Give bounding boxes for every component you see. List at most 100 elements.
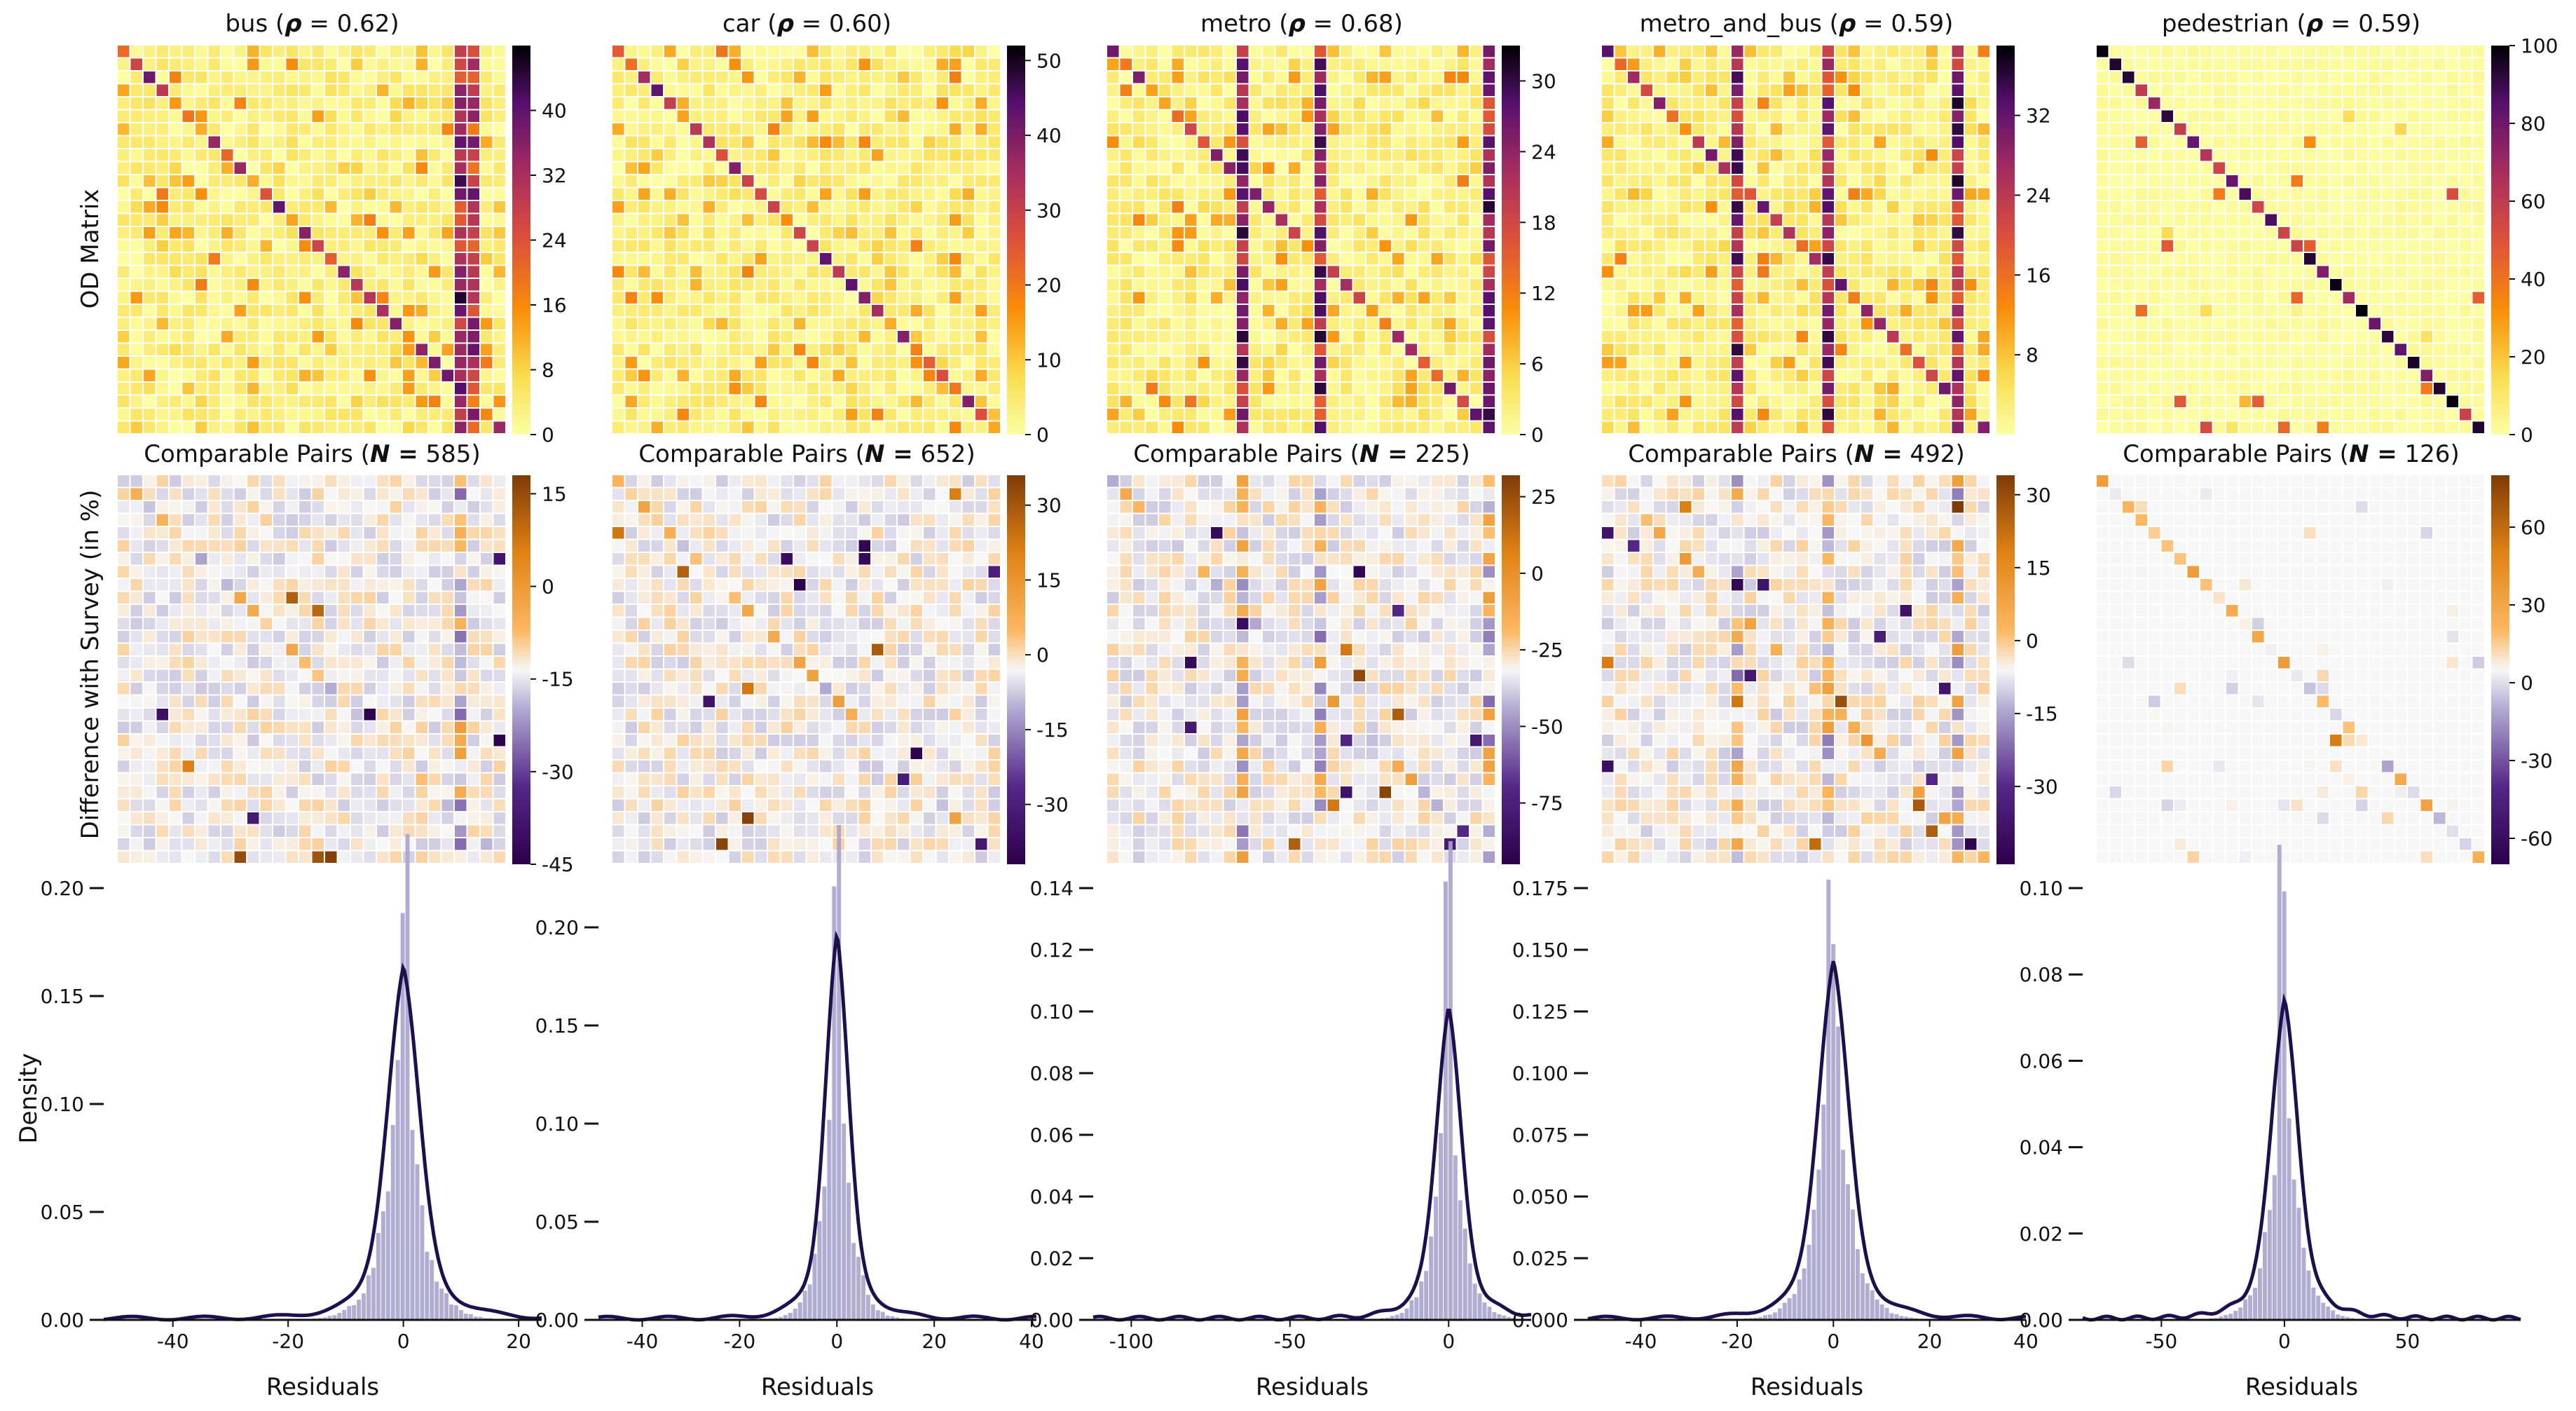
od-cell	[1224, 97, 1235, 109]
diff-cell	[493, 812, 505, 824]
diff-cell	[1224, 527, 1235, 539]
od-cell	[807, 369, 818, 381]
diff-cell	[1470, 501, 1482, 513]
diff-cell	[794, 747, 806, 759]
diff-cell	[625, 527, 637, 539]
diff-cell	[638, 657, 650, 669]
od-cell	[950, 46, 961, 57]
diff-colorbar-label: -30	[1036, 793, 1069, 817]
diff-cell	[481, 501, 493, 513]
od-cell	[481, 240, 493, 252]
od-cell	[1327, 292, 1339, 304]
od-cell	[481, 136, 493, 148]
od-cell	[612, 318, 624, 329]
od-cell	[664, 279, 676, 291]
od-cell	[1301, 240, 1313, 252]
od-cell	[651, 214, 663, 226]
od-cell	[1224, 123, 1235, 135]
od-cell	[403, 175, 415, 187]
diff-cell	[677, 812, 689, 824]
od-cell	[703, 84, 715, 96]
diff-cell	[1418, 488, 1430, 500]
diff-cell	[130, 709, 142, 721]
od-cell	[1133, 136, 1145, 148]
od-cell	[1198, 175, 1210, 187]
diff-cell	[768, 786, 780, 798]
od-cell	[156, 279, 168, 291]
od-cell	[924, 266, 936, 278]
od-cell	[846, 253, 858, 265]
od-cell	[742, 383, 754, 395]
diff-cell	[481, 475, 493, 487]
od-cell	[1198, 123, 1210, 135]
od-cell	[833, 357, 844, 369]
od-cell	[1366, 395, 1378, 407]
diff-cell	[170, 761, 181, 772]
diff-cell	[364, 527, 376, 539]
od-cell	[130, 421, 142, 433]
od-cell	[260, 369, 272, 381]
diff-cell	[455, 643, 467, 655]
od-cell	[130, 84, 142, 96]
od-cell	[988, 58, 1000, 70]
diff-cell	[1249, 501, 1261, 513]
diff-cell	[312, 721, 324, 733]
diff-cell	[338, 761, 350, 772]
diff-cell	[1107, 514, 1119, 526]
diff-cell	[416, 514, 427, 526]
diff-cell	[1159, 540, 1171, 552]
diff-cell	[651, 669, 663, 681]
diff-cell	[351, 618, 363, 629]
diff-cell	[208, 501, 220, 513]
diff-cell	[1341, 553, 1352, 565]
diff-cell	[182, 566, 194, 578]
diff-cell	[351, 605, 363, 617]
diff-cell	[118, 695, 130, 707]
diff-cell	[299, 721, 311, 733]
histogram-bar	[410, 1130, 415, 1320]
od-cell	[196, 409, 207, 421]
od-cell	[1159, 266, 1171, 278]
diff-cell	[234, 709, 246, 721]
od-cell	[1224, 395, 1235, 407]
od-cell	[884, 71, 896, 83]
diff-cell	[910, 747, 922, 759]
od-cell	[325, 97, 337, 109]
od-cell	[975, 421, 987, 433]
diff-cell	[846, 475, 858, 487]
diff-cell	[794, 669, 806, 681]
diff-cell	[664, 566, 676, 578]
od-cell	[390, 201, 402, 213]
diff-cell	[338, 514, 350, 526]
od-cell	[286, 357, 298, 369]
diff-cell	[898, 709, 910, 721]
diff-cell	[493, 709, 505, 721]
od-cell	[403, 253, 415, 265]
kde-line	[598, 930, 1036, 1322]
od-cell	[493, 395, 505, 407]
od-cell	[988, 149, 1000, 161]
od-cell	[872, 214, 884, 226]
od-cell	[299, 97, 311, 109]
diff-cell	[936, 799, 948, 811]
od-cell	[208, 253, 220, 265]
od-cell	[755, 357, 767, 369]
od-cell	[1275, 149, 1287, 161]
diff-cell	[260, 488, 272, 500]
diff-cell	[182, 527, 194, 539]
diff-cell	[794, 683, 806, 695]
diff-cell	[273, 825, 285, 837]
od-cell	[481, 123, 493, 135]
od-cell	[299, 240, 311, 252]
diff-cell	[716, 669, 728, 681]
diff-cell	[781, 695, 793, 707]
od-cell	[872, 383, 884, 395]
od-cell	[898, 175, 910, 187]
diff-cell	[1405, 475, 1417, 487]
od-cell	[1237, 343, 1249, 355]
od-cell	[924, 279, 936, 291]
od-cell	[429, 395, 441, 407]
od-cell	[299, 292, 311, 304]
od-cell	[1133, 395, 1145, 407]
